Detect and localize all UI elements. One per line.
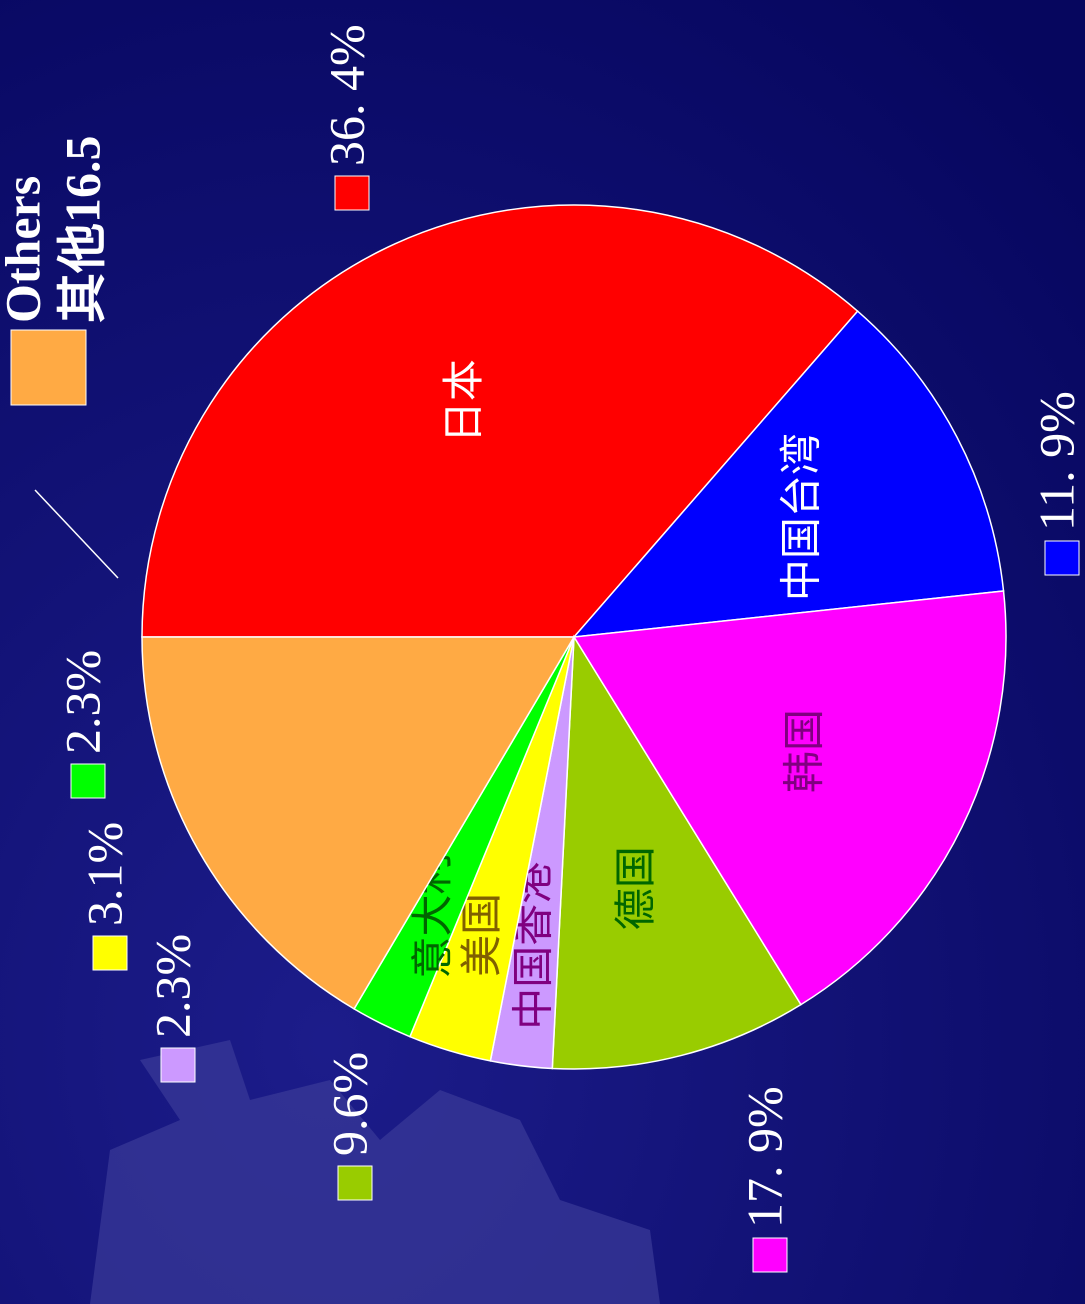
slice-name: 美国 bbox=[457, 893, 506, 977]
value-label: 2.3% bbox=[54, 650, 110, 754]
value-label: 3.1% bbox=[76, 822, 132, 926]
value-label: 17. 9% bbox=[736, 1086, 792, 1228]
legend-swatch bbox=[70, 763, 106, 799]
legend-swatch bbox=[334, 175, 370, 211]
pie-slice bbox=[141, 636, 576, 1010]
legend-swatch bbox=[92, 935, 128, 971]
slice-name: 韩国 bbox=[779, 709, 828, 793]
legend-swatch bbox=[337, 1165, 373, 1201]
legend-swatch bbox=[10, 329, 87, 406]
value-label: 其他16.5 bbox=[54, 136, 110, 324]
value-label: 9.6% bbox=[321, 1052, 377, 1156]
value-label: 36. 4% bbox=[318, 24, 374, 166]
pie-slice bbox=[572, 310, 1005, 638]
gear-decoration bbox=[90, 1040, 660, 1304]
value-label: 11. 9% bbox=[1028, 391, 1084, 531]
slice-name: 德国 bbox=[611, 846, 660, 930]
value-label: 2.3% bbox=[144, 934, 200, 1038]
leader-line bbox=[34, 489, 119, 579]
legend-swatch bbox=[160, 1047, 196, 1083]
slice-name: 中国台湾 bbox=[776, 433, 825, 601]
legend-swatch bbox=[1044, 540, 1080, 576]
pie-slice bbox=[141, 204, 859, 638]
pie-slice bbox=[551, 634, 802, 1070]
legend-swatch bbox=[752, 1237, 788, 1273]
slice-name: 日本 bbox=[439, 359, 488, 443]
pie-slice bbox=[572, 590, 1007, 1006]
legend-name: Others bbox=[0, 176, 50, 323]
